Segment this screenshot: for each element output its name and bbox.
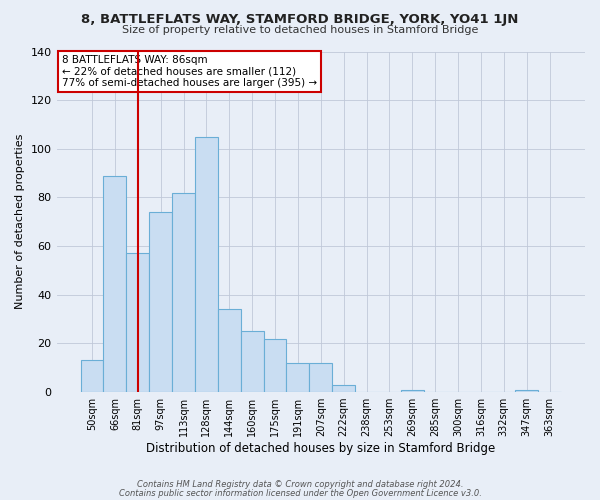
Bar <box>218 310 241 392</box>
Text: 8 BATTLEFLATS WAY: 86sqm
← 22% of detached houses are smaller (112)
77% of semi-: 8 BATTLEFLATS WAY: 86sqm ← 22% of detach… <box>62 55 317 88</box>
Bar <box>401 390 424 392</box>
Bar <box>127 254 149 392</box>
Text: 8, BATTLEFLATS WAY, STAMFORD BRIDGE, YORK, YO41 1JN: 8, BATTLEFLATS WAY, STAMFORD BRIDGE, YOR… <box>82 12 518 26</box>
Bar <box>310 363 332 392</box>
Bar <box>103 176 127 392</box>
Text: Contains HM Land Registry data © Crown copyright and database right 2024.: Contains HM Land Registry data © Crown c… <box>137 480 463 489</box>
X-axis label: Distribution of detached houses by size in Stamford Bridge: Distribution of detached houses by size … <box>146 442 496 455</box>
Bar <box>286 363 310 392</box>
Bar <box>80 360 103 392</box>
Y-axis label: Number of detached properties: Number of detached properties <box>15 134 25 310</box>
Bar <box>172 192 195 392</box>
Bar <box>149 212 172 392</box>
Text: Size of property relative to detached houses in Stamford Bridge: Size of property relative to detached ho… <box>122 25 478 35</box>
Bar <box>263 338 286 392</box>
Bar <box>332 385 355 392</box>
Text: Contains public sector information licensed under the Open Government Licence v3: Contains public sector information licen… <box>119 488 481 498</box>
Bar <box>195 136 218 392</box>
Bar <box>241 332 263 392</box>
Bar <box>515 390 538 392</box>
